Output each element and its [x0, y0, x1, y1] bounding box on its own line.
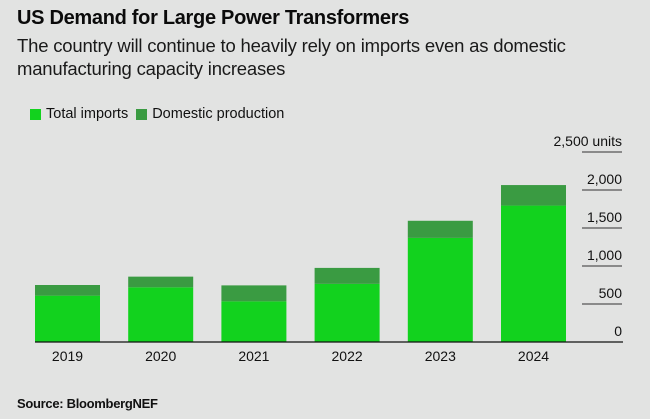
chart-subtitle: The country will continue to heavily rel…	[17, 35, 566, 79]
bar-domestic	[128, 276, 194, 288]
bar-imports	[407, 237, 473, 342]
y-tick-label: 0	[614, 323, 622, 339]
legend-item-domestic: Domestic production	[136, 106, 284, 122]
bar-imports	[35, 295, 100, 342]
x-tick-label: 2024	[518, 348, 549, 364]
x-tick-label: 2019	[52, 348, 83, 364]
chart-title: US Demand for Large Power Transformers	[17, 7, 410, 29]
bar-imports	[221, 301, 287, 342]
bar-imports	[501, 205, 566, 342]
x-tick-label: 2023	[425, 348, 456, 364]
y-tick-label: 2,500 units	[554, 133, 623, 149]
y-tick-label: 1,000	[587, 247, 622, 263]
x-tick-label: 2020	[145, 348, 176, 364]
legend-swatch-imports	[30, 108, 41, 120]
legend-swatch-domestic	[136, 108, 148, 120]
legend-label-domestic: Domestic production	[152, 106, 285, 122]
bar-imports	[128, 287, 194, 342]
bar-domestic	[407, 220, 473, 238]
legend-label-imports: Total imports	[46, 106, 129, 122]
source-note: Source: BloombergNEF	[17, 396, 158, 411]
y-tick-label: 1,500	[587, 209, 622, 225]
bar-domestic	[35, 285, 100, 296]
bar-domestic	[314, 267, 380, 284]
bar-domestic	[501, 185, 566, 206]
y-tick-label: 2,000	[587, 171, 622, 187]
y-tick-label: 500	[599, 285, 623, 301]
bar-domestic	[221, 285, 287, 302]
legend-item-imports: Total imports	[30, 106, 128, 122]
x-tick-label: 2022	[332, 348, 363, 364]
legend: Total imports Domestic production	[30, 106, 292, 122]
x-tick-label: 2021	[238, 348, 269, 364]
bar-imports	[314, 283, 380, 342]
